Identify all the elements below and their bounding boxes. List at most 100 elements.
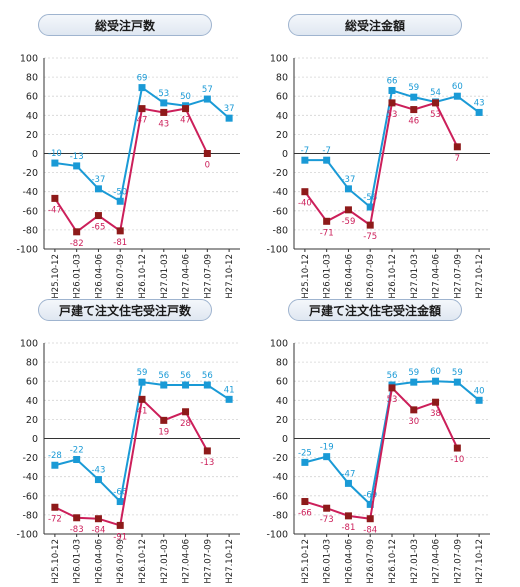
y-tick-label: 60 xyxy=(26,92,38,103)
line-chart: 100 80 60 40 20 0 -20 -40 -60 -80 -100 H25.10-12 H26… xyxy=(16,339,240,584)
data-label-blue: 40 xyxy=(474,386,485,396)
x-tick-label: H26.01-03 xyxy=(323,254,333,299)
y-tick-label: 0 xyxy=(282,434,288,445)
y-tick-label: 80 xyxy=(26,358,38,369)
y-tick-label: -80 xyxy=(22,225,38,236)
data-label-red: 46 xyxy=(408,117,419,127)
data-label-blue: 56 xyxy=(180,371,191,381)
x-tick-label: H27.01-03 xyxy=(160,254,170,299)
y-tick-label: 100 xyxy=(270,339,288,350)
x-tick-label: H26.01-03 xyxy=(73,254,83,299)
data-point-blue xyxy=(73,456,81,464)
x-tick-label: H25.10-12 xyxy=(51,539,61,584)
y-tick-label: -20 xyxy=(272,168,288,179)
x-tick-label: H26.10-12 xyxy=(138,539,148,584)
data-point-red xyxy=(301,498,309,506)
chart-panel-custom-house-amount: 戸建て注文住宅受注金額 100 80 60 40 20 0 -20 -40 -60 -80 -100… xyxy=(250,285,500,584)
data-point-blue xyxy=(410,93,418,101)
data-label-blue: 43 xyxy=(474,98,485,108)
data-point-red xyxy=(138,395,146,403)
data-point-red xyxy=(182,408,190,416)
x-tick-label: H27.07-09 xyxy=(203,539,213,584)
y-tick-label: -60 xyxy=(272,206,288,217)
data-point-red xyxy=(410,406,418,414)
data-point-blue xyxy=(94,476,102,484)
x-tick-label: H26.04-06 xyxy=(344,254,354,299)
data-label-blue: -10 xyxy=(48,149,62,159)
y-tick-label: 80 xyxy=(276,358,288,369)
x-tick-label: H27.04-06 xyxy=(432,539,442,584)
data-point-red xyxy=(453,143,461,151)
data-label-red: 30 xyxy=(408,417,419,427)
y-tick-label: -20 xyxy=(22,168,38,179)
data-label-blue: 59 xyxy=(408,368,419,378)
data-label-red: -73 xyxy=(320,515,334,525)
data-label-red: 38 xyxy=(430,409,441,419)
chart-title: 総受注戸数 xyxy=(38,14,212,36)
data-point-red xyxy=(388,99,396,107)
y-tick-label: 20 xyxy=(26,415,38,426)
data-point-blue xyxy=(51,461,59,469)
x-tick-label: H27.04-06 xyxy=(432,254,442,299)
x-tick-label: H27.01-03 xyxy=(410,254,420,299)
y-tick-label: 100 xyxy=(270,54,288,65)
y-tick-label: 100 xyxy=(20,54,38,65)
x-tick-label: H27.10-12 xyxy=(225,254,235,299)
data-point-blue xyxy=(225,395,233,403)
y-tick-label: 40 xyxy=(26,396,38,407)
x-tick-label: H26.04-06 xyxy=(344,539,354,584)
y-tick-label: 80 xyxy=(276,73,288,84)
data-label-blue: -47 xyxy=(341,469,355,479)
y-tick-label: 80 xyxy=(26,73,38,84)
data-label-blue: 57 xyxy=(202,85,213,95)
data-point-blue xyxy=(301,156,309,164)
y-tick-label: 20 xyxy=(26,130,38,141)
data-point-blue xyxy=(301,458,309,466)
y-tick-label: -100 xyxy=(16,245,38,256)
data-point-red xyxy=(366,221,374,229)
data-point-blue xyxy=(51,159,59,167)
x-tick-label: H26.07-09 xyxy=(116,254,126,299)
data-point-red xyxy=(160,416,168,424)
data-label-blue: 59 xyxy=(137,368,148,378)
data-label-blue: 53 xyxy=(158,89,169,99)
data-label-red: 53 xyxy=(387,110,398,120)
data-point-blue xyxy=(116,498,124,506)
data-label-blue: 56 xyxy=(387,371,398,381)
y-tick-label: -100 xyxy=(266,245,288,256)
x-tick-label: H27.07-09 xyxy=(203,254,213,299)
y-tick-label: 40 xyxy=(276,396,288,407)
x-tick-label: H26.10-12 xyxy=(388,539,398,584)
data-point-red xyxy=(432,398,440,406)
y-tick-label: -60 xyxy=(22,491,38,502)
data-label-red: -81 xyxy=(341,523,355,533)
data-point-blue xyxy=(366,203,374,211)
data-label-red: -81 xyxy=(113,238,127,248)
data-point-blue xyxy=(138,84,146,92)
data-point-red xyxy=(51,194,59,202)
data-point-red xyxy=(323,504,331,512)
data-label-blue: -50 xyxy=(113,187,127,197)
data-label-blue: -66 xyxy=(113,488,127,498)
x-tick-label: H27.04-06 xyxy=(182,539,192,584)
data-label-blue: 41 xyxy=(224,385,235,395)
y-tick-label: -40 xyxy=(272,472,288,483)
data-point-red xyxy=(94,515,102,523)
y-tick-label: 40 xyxy=(26,111,38,122)
data-label-red: -65 xyxy=(91,223,105,233)
data-label-blue: -69 xyxy=(363,490,377,500)
series-line-red xyxy=(54,397,209,527)
data-label-blue: -37 xyxy=(341,175,355,185)
data-label-red: -84 xyxy=(363,526,377,536)
data-point-red xyxy=(160,108,168,116)
series-line-red xyxy=(304,101,459,227)
x-tick-label: H26.07-09 xyxy=(366,254,376,299)
data-point-red xyxy=(116,521,124,529)
y-tick-label: 100 xyxy=(20,339,38,350)
data-label-red: -75 xyxy=(363,232,377,242)
x-tick-label: H27.10-12 xyxy=(475,539,485,584)
data-label-blue: -28 xyxy=(48,451,62,461)
x-tick-label: H26.04-06 xyxy=(94,254,104,299)
x-tick-label: H26.04-06 xyxy=(94,539,104,584)
data-label-blue: 54 xyxy=(430,88,441,98)
